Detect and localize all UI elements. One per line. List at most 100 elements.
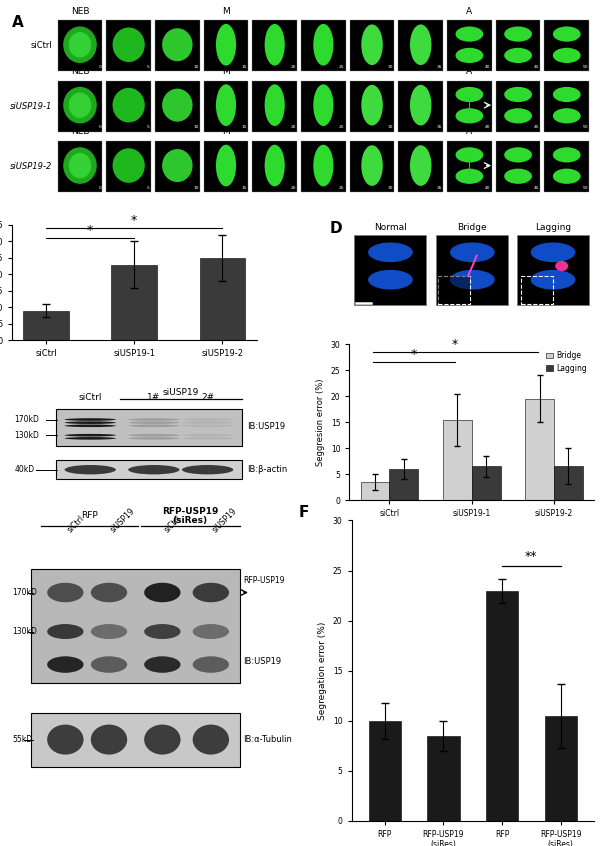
Ellipse shape — [182, 437, 233, 440]
Ellipse shape — [455, 147, 483, 162]
Text: 20: 20 — [290, 185, 296, 190]
Text: A: A — [466, 7, 472, 15]
Text: 30: 30 — [388, 125, 393, 129]
Ellipse shape — [504, 168, 532, 184]
Bar — [439, 277, 470, 304]
Bar — [496, 80, 541, 132]
Ellipse shape — [450, 270, 495, 289]
Text: 45: 45 — [533, 125, 539, 129]
Ellipse shape — [69, 92, 91, 118]
Ellipse shape — [128, 418, 179, 420]
Ellipse shape — [313, 24, 334, 66]
Ellipse shape — [144, 583, 181, 602]
Text: IB:USP19: IB:USP19 — [247, 422, 285, 431]
Ellipse shape — [368, 243, 413, 262]
Bar — [203, 141, 248, 192]
Text: 170kD: 170kD — [12, 588, 37, 597]
Bar — [106, 80, 151, 132]
Text: 20: 20 — [290, 65, 296, 69]
Bar — [56, 460, 242, 479]
Text: 130kD: 130kD — [14, 431, 40, 440]
Bar — [398, 80, 443, 132]
Bar — [23, 310, 69, 340]
Bar — [58, 80, 103, 132]
Text: M: M — [222, 67, 230, 76]
Text: 40: 40 — [485, 125, 491, 129]
Bar — [301, 80, 346, 132]
Bar — [427, 735, 460, 821]
Bar — [496, 20, 541, 71]
Text: *: * — [411, 348, 417, 361]
Ellipse shape — [530, 243, 575, 262]
Bar — [389, 469, 418, 500]
Bar — [31, 569, 240, 683]
Ellipse shape — [162, 89, 193, 122]
Ellipse shape — [91, 724, 127, 755]
Text: RFP-USP19: RFP-USP19 — [244, 576, 285, 585]
Text: 15: 15 — [242, 65, 247, 69]
Text: 45: 45 — [533, 65, 539, 69]
Ellipse shape — [162, 28, 193, 61]
Bar — [554, 466, 583, 500]
Text: siUSP19: siUSP19 — [211, 506, 239, 534]
Ellipse shape — [47, 583, 83, 602]
Text: D: D — [330, 221, 343, 236]
Text: 35: 35 — [436, 65, 442, 69]
Ellipse shape — [216, 145, 236, 186]
Bar — [106, 141, 151, 192]
Text: M: M — [222, 7, 230, 15]
Ellipse shape — [504, 147, 532, 162]
Ellipse shape — [504, 26, 532, 41]
Text: 40: 40 — [485, 65, 491, 69]
Bar — [496, 141, 541, 192]
Ellipse shape — [128, 437, 179, 440]
Ellipse shape — [128, 465, 179, 475]
Text: Bridge: Bridge — [458, 222, 487, 232]
Ellipse shape — [91, 583, 127, 602]
Ellipse shape — [265, 145, 285, 186]
Bar — [253, 20, 297, 71]
Text: 35: 35 — [436, 125, 442, 129]
Ellipse shape — [553, 87, 581, 102]
Text: 45: 45 — [533, 185, 539, 190]
Text: 40kD: 40kD — [14, 465, 35, 475]
Ellipse shape — [182, 425, 233, 427]
Text: 0: 0 — [98, 125, 101, 129]
Text: RFP: RFP — [81, 512, 98, 520]
Ellipse shape — [216, 85, 236, 126]
Ellipse shape — [47, 656, 83, 673]
Ellipse shape — [63, 87, 97, 124]
Text: **: ** — [525, 550, 538, 563]
Text: 170kD: 170kD — [14, 415, 40, 424]
Bar — [350, 141, 394, 192]
Ellipse shape — [63, 147, 97, 184]
Text: 2#: 2# — [201, 393, 214, 402]
Bar — [447, 141, 492, 192]
Text: 50: 50 — [583, 185, 588, 190]
Ellipse shape — [182, 434, 233, 437]
Text: IB:USP19: IB:USP19 — [244, 657, 282, 666]
Ellipse shape — [455, 26, 483, 41]
Text: RFP-USP19: RFP-USP19 — [162, 507, 218, 516]
Ellipse shape — [47, 624, 83, 639]
Ellipse shape — [47, 724, 83, 755]
Ellipse shape — [144, 724, 181, 755]
Bar — [253, 141, 297, 192]
Ellipse shape — [313, 145, 334, 186]
Ellipse shape — [65, 425, 116, 427]
Bar — [155, 80, 200, 132]
Text: (siRes): (siRes) — [173, 516, 208, 525]
Ellipse shape — [193, 724, 229, 755]
Text: 0: 0 — [98, 65, 101, 69]
Text: siUSP19-1: siUSP19-1 — [10, 102, 53, 111]
Ellipse shape — [410, 25, 431, 65]
Bar — [301, 20, 346, 71]
Ellipse shape — [65, 434, 116, 437]
Ellipse shape — [313, 85, 334, 126]
Ellipse shape — [182, 421, 233, 424]
Ellipse shape — [65, 418, 116, 420]
Bar — [447, 20, 492, 71]
Bar — [350, 20, 394, 71]
Text: A: A — [12, 14, 24, 30]
Text: siUSP19-2: siUSP19-2 — [10, 162, 53, 171]
